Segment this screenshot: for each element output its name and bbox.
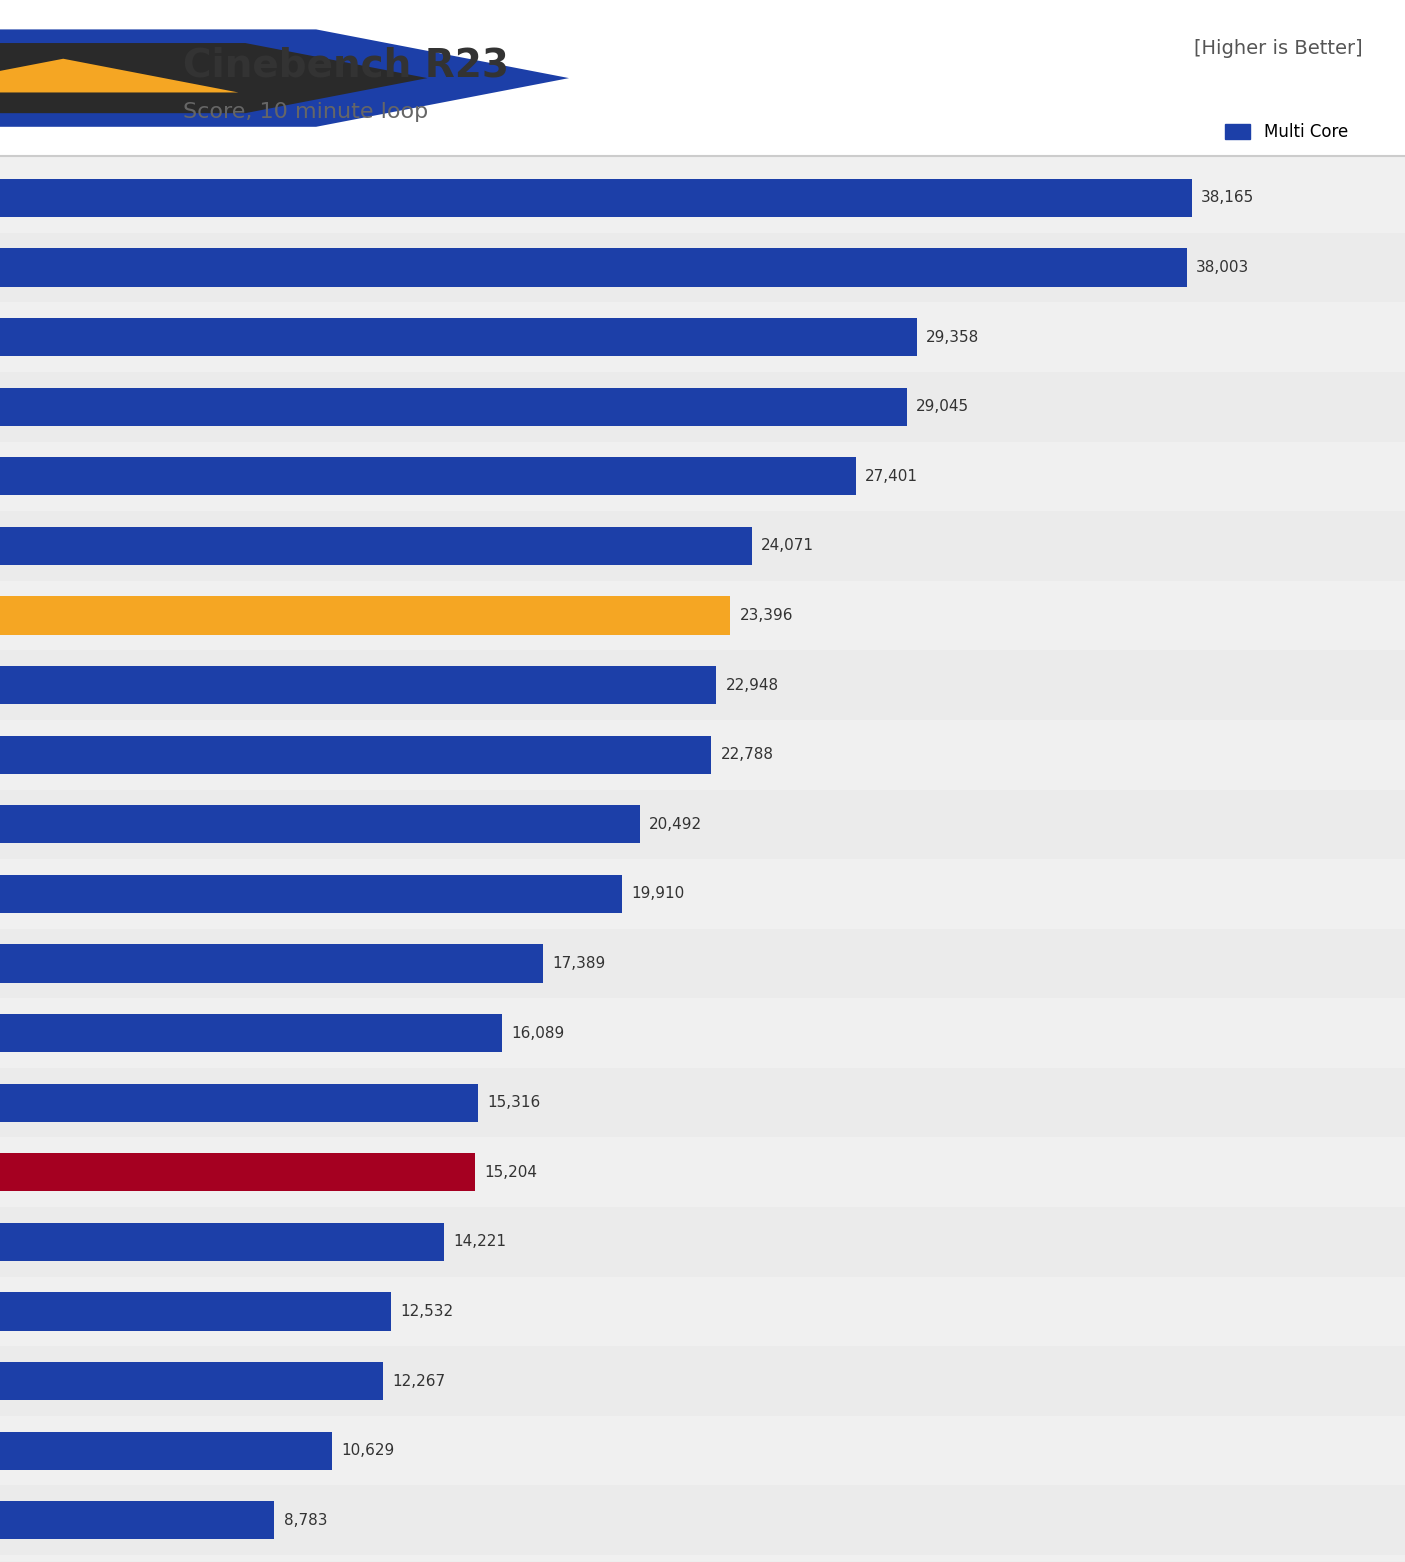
Bar xyxy=(0,1084,478,1122)
Text: Score, 10 minute loop: Score, 10 minute loop xyxy=(183,102,429,122)
Bar xyxy=(0,1137,1405,1207)
Bar xyxy=(0,1207,1405,1276)
Text: 29,358: 29,358 xyxy=(926,330,979,345)
Text: 12,267: 12,267 xyxy=(392,1373,445,1389)
Bar xyxy=(0,859,1405,929)
Text: 17,389: 17,389 xyxy=(552,956,606,972)
Bar xyxy=(0,233,1405,303)
Bar xyxy=(0,1485,1405,1556)
Bar xyxy=(0,665,717,704)
Bar xyxy=(0,319,916,356)
Bar xyxy=(0,581,1405,650)
Text: [Higher is Better]: [Higher is Better] xyxy=(1194,39,1363,58)
Bar xyxy=(0,1014,503,1053)
Text: 19,910: 19,910 xyxy=(631,886,684,901)
Text: 29,045: 29,045 xyxy=(916,400,969,414)
Text: 22,788: 22,788 xyxy=(721,747,774,762)
Bar xyxy=(0,1153,475,1192)
Text: 15,204: 15,204 xyxy=(485,1165,537,1179)
Bar xyxy=(0,720,1405,789)
Bar xyxy=(0,387,906,426)
Bar xyxy=(0,1068,1405,1137)
Bar xyxy=(0,1431,332,1470)
Text: 15,316: 15,316 xyxy=(488,1095,541,1111)
Text: 23,396: 23,396 xyxy=(740,608,794,623)
Bar xyxy=(0,1223,444,1261)
Bar xyxy=(0,162,1405,233)
Bar xyxy=(0,1346,1405,1415)
Text: 24,071: 24,071 xyxy=(762,539,813,553)
Bar xyxy=(0,875,621,914)
Bar xyxy=(0,998,1405,1068)
Legend: Multi Core: Multi Core xyxy=(1218,117,1354,148)
Text: 38,003: 38,003 xyxy=(1196,259,1249,275)
Bar xyxy=(0,526,752,565)
Text: Cinebench R23: Cinebench R23 xyxy=(183,47,509,84)
Bar xyxy=(0,303,1405,372)
Bar xyxy=(0,736,711,773)
Bar xyxy=(0,248,1187,287)
Text: 16,089: 16,089 xyxy=(511,1026,565,1040)
Bar xyxy=(0,511,1405,581)
Text: 38,165: 38,165 xyxy=(1201,191,1255,206)
Bar xyxy=(0,372,1405,442)
Bar xyxy=(0,178,1191,217)
Text: 22,948: 22,948 xyxy=(726,678,778,692)
Text: 20,492: 20,492 xyxy=(649,817,702,833)
Bar xyxy=(0,945,542,982)
Bar xyxy=(0,1362,384,1400)
Bar xyxy=(0,789,1405,859)
Bar xyxy=(0,458,856,495)
Bar xyxy=(0,929,1405,998)
Bar xyxy=(0,1415,1405,1485)
Bar xyxy=(0,650,1405,720)
Text: 12,532: 12,532 xyxy=(400,1304,454,1318)
Bar xyxy=(0,804,639,843)
Text: 14,221: 14,221 xyxy=(454,1234,506,1250)
Bar xyxy=(0,1501,274,1540)
Bar xyxy=(0,442,1405,511)
Bar xyxy=(0,597,731,634)
Text: 8,783: 8,783 xyxy=(284,1512,327,1528)
Text: 27,401: 27,401 xyxy=(865,469,917,484)
Bar xyxy=(0,1292,391,1331)
Text: 10,629: 10,629 xyxy=(341,1443,395,1459)
Bar xyxy=(0,1276,1405,1346)
